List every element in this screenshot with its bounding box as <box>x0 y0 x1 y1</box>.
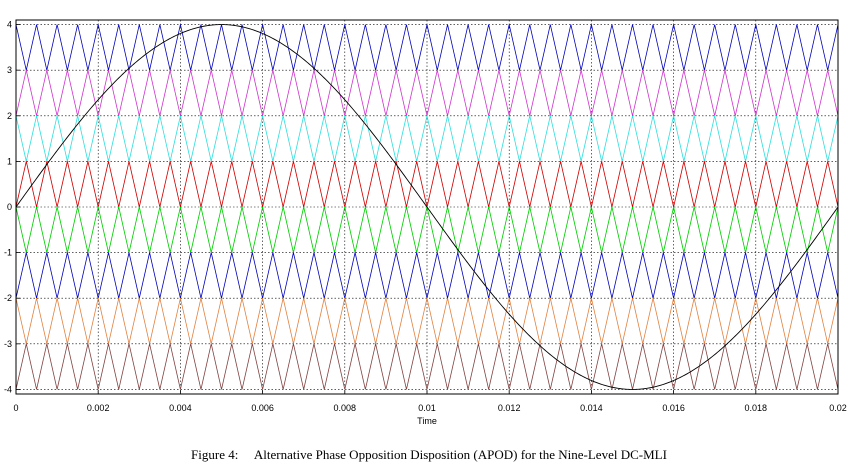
carrier-wave <box>15 298 839 344</box>
x-tick-label: 0.004 <box>169 403 192 413</box>
x-axis-label: Time <box>417 416 437 426</box>
x-tick-label: 0.006 <box>251 403 274 413</box>
reference-sine-wave <box>15 24 839 390</box>
y-tick-label: 1 <box>7 156 12 166</box>
x-tick-label: 0.014 <box>580 403 603 413</box>
x-tick-label: 0.012 <box>498 403 521 413</box>
x-tick-label: 0 <box>13 403 18 413</box>
x-tick-label: 0.01 <box>418 403 436 413</box>
x-tick-label: 0.008 <box>334 403 357 413</box>
y-tick-label: 4 <box>7 20 12 30</box>
x-tick-label: 0.018 <box>745 403 768 413</box>
apod-carrier-chart: 0 0.002 0.004 0.006 0.008 0.01 0.012 0.014 0.016… <box>4 19 847 426</box>
x-tick-label: 0.002 <box>87 403 110 413</box>
x-tick-label: 0.02 <box>829 403 847 413</box>
y-tick-label: -4 <box>4 384 12 394</box>
carrier-waves <box>15 24 839 390</box>
x-tick-label: 0.016 <box>662 403 685 413</box>
y-tick-label: -3 <box>4 339 12 349</box>
reference-sine <box>15 24 839 390</box>
y-tick-label: -1 <box>4 248 12 258</box>
y-tick-label: 3 <box>7 65 12 75</box>
carrier-wave <box>15 343 839 390</box>
y-tick-label: 0 <box>7 202 12 212</box>
carrier-wave <box>15 115 839 162</box>
figure-caption: Figure 4: Alternative Phase Opposition D… <box>191 447 667 462</box>
y-tick-label: -2 <box>4 293 12 303</box>
axes: 0 0.002 0.004 0.006 0.008 0.01 0.012 0.014 0.016… <box>4 20 847 426</box>
carrier-wave <box>15 24 839 71</box>
y-tick-label: 2 <box>7 111 12 121</box>
